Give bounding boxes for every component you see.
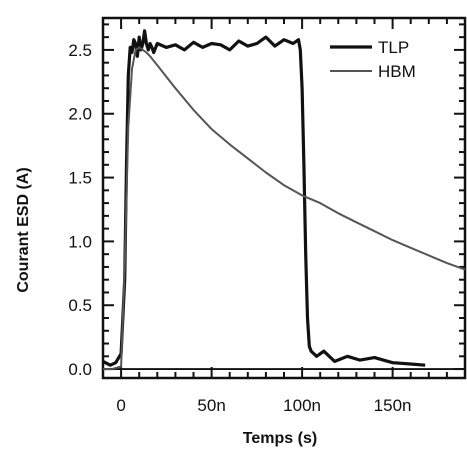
x-tick-label: 50n [197,396,225,415]
ticks [102,18,466,378]
legend: TLP HBM [330,38,416,81]
y-tick-label: 0.0 [68,360,92,379]
legend-label-tlp: TLP [378,38,409,57]
x-tick-label: 100n [283,396,321,415]
legend-label-hbm: HBM [378,62,416,81]
y-tick-label: 2.5 [68,41,92,60]
y-tick-label: 1.0 [68,232,92,251]
x-tick-label: 0 [116,396,125,415]
x-axis-label: Temps (s) [243,430,317,447]
series-line-hbm [103,46,465,371]
y-tick-label: 0.5 [68,296,92,315]
series [103,29,465,371]
tick-labels: 0 50n 100n 150n 0.0 0.5 1.0 1.5 2.0 2.5 [68,41,411,415]
x-tick-label: 150n [374,396,412,415]
y-axis-label: Courant ESD (A) [15,167,32,292]
y-tick-label: 2.0 [68,105,92,124]
y-tick-label: 1.5 [68,169,92,188]
series-line-tlp [103,29,426,367]
